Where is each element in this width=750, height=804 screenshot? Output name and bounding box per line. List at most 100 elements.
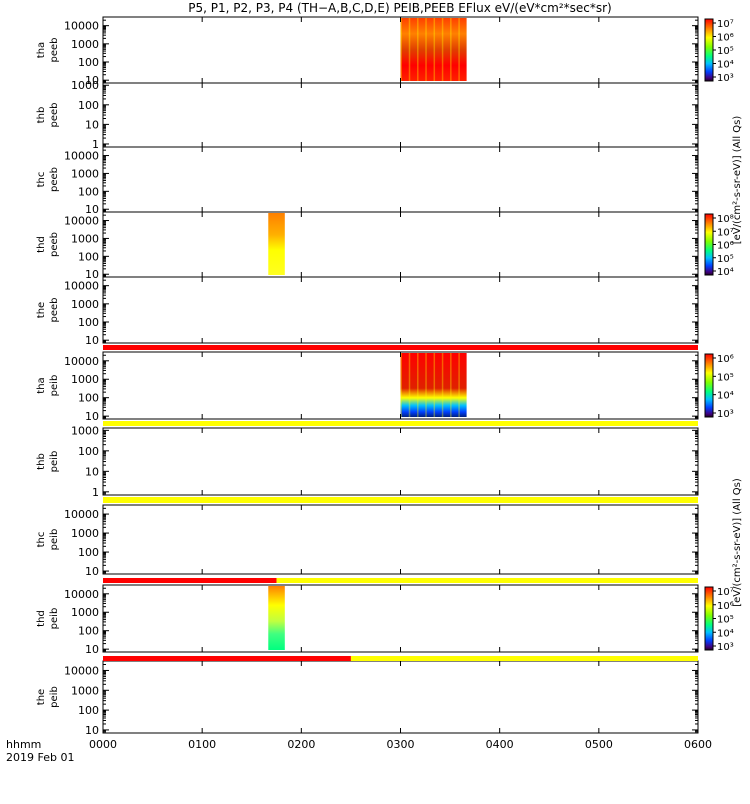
spectrogram-stripe [441, 353, 444, 417]
colorbar-tick-label: 10⁷ [717, 227, 734, 238]
y-tick-label: 10 [85, 74, 99, 87]
y-tick-label: 1000 [71, 424, 99, 437]
y-tick-label: 1000 [71, 167, 99, 180]
spectrogram-stripe [425, 353, 427, 417]
spectrogram-block [400, 18, 467, 81]
y-tick-label: 100 [78, 316, 99, 329]
x-tick-label: 0300 [387, 738, 415, 751]
spectrogram-stripe [458, 18, 460, 81]
y-tick-label: 100 [78, 704, 99, 717]
y-tick-label: 10 [85, 268, 99, 281]
colorbar-tick-label: 10³ [717, 73, 734, 84]
y-tick-label: 10 [85, 724, 99, 737]
spectrogram-stripe [400, 353, 402, 417]
y-tick-label: 10 [85, 643, 99, 656]
panel-dataset-label: peeb [49, 38, 60, 63]
x-tick-label: 0100 [188, 738, 216, 751]
panel-frame [102, 276, 699, 344]
spectrogram-block [400, 353, 467, 417]
panel-dataset-label: peib [49, 608, 60, 630]
panel-probe-label: tha [36, 42, 47, 58]
colorbar-tick-label: 10³ [717, 642, 734, 653]
y-tick-label: 100 [78, 185, 99, 198]
colorbar-tick-label: 10⁴ [717, 60, 734, 71]
y-tick-label: 1000 [71, 684, 99, 697]
colorbar [704, 353, 714, 418]
status-bar [103, 421, 698, 426]
spectrogram-stripe [433, 18, 436, 81]
y-tick-label: 1000 [71, 373, 99, 386]
colorbar-tick-label: 10⁴ [717, 391, 734, 402]
y-tick-label: 10000 [64, 20, 99, 33]
panel-dataset-label: peib [49, 375, 60, 397]
spectrogram-stripe [400, 18, 402, 81]
spectrogram-stripe [417, 18, 419, 81]
panel-probe-label: thc [36, 532, 47, 548]
colorbar [704, 586, 714, 651]
colorbar [704, 213, 714, 276]
x-tick-label: 0400 [486, 738, 514, 751]
panel-dataset-label: peeb [49, 232, 60, 257]
colorbar-tick-label: 10⁷ [717, 19, 734, 30]
y-tick-label: 100 [78, 250, 99, 263]
panel-tha-peib: 10 100 1000 10000 tha peib 10³ 10⁴ 10⁵ 10⁶ [36, 351, 734, 423]
status-bar [103, 345, 698, 350]
y-tick-label: 1 [92, 138, 99, 151]
y-tick-label: 1000 [71, 232, 99, 245]
spectrogram-stripe [458, 353, 460, 417]
panel-thc-peib: 10 100 1000 10000 thc peib [36, 504, 699, 578]
panel-thd-peib: 10 100 1000 10000 thd peib 10³ 10⁴ 10⁵ 10⁶ 10⁷ [36, 584, 734, 656]
status-segment [350, 656, 698, 661]
y-tick-label: 10000 [64, 588, 99, 601]
x-tick-label: 0200 [287, 738, 315, 751]
colorbar-tick-label: 10⁷ [717, 587, 734, 598]
panel-probe-label: thb [36, 453, 47, 470]
panel-probe-label: thd [36, 236, 47, 253]
y-tick-label: 10000 [64, 355, 99, 368]
chart-title: P5, P1, P2, P3, P4 (TH−A,B,C,D,E) PEIB,P… [188, 1, 611, 15]
spectrogram-block [268, 586, 285, 650]
y-tick-label: 10 [85, 334, 99, 347]
panel-thd-peeb: 10 100 1000 10000 thd peeb 10⁴ 10⁵ 10⁶ 10⁷ 10⁸ [36, 211, 734, 281]
spectrogram-block [268, 213, 285, 275]
colorbar-tick-label: 10⁵ [717, 254, 734, 265]
panel-dataset-label: peeb [49, 167, 60, 192]
panel-frame [102, 584, 699, 653]
panel-thb-peeb: 1 10 100 1000 thb peeb [36, 79, 699, 151]
y-tick-label: 1000 [71, 298, 99, 311]
panel-dataset-label: peeb [49, 298, 60, 323]
colorbar-tick-label: 10⁶ [717, 241, 734, 252]
y-tick-label: 10 [85, 465, 99, 478]
colorbar-tick-label: 10⁶ [717, 33, 734, 44]
spectrogram-stripe [450, 353, 452, 417]
x-tick-label: 0500 [585, 738, 613, 751]
status-segment [103, 497, 698, 503]
y-tick-label: 10000 [64, 215, 99, 228]
panel-the-peeb: 10 100 1000 10000 the peeb [36, 276, 699, 347]
spectrogram-stripe [425, 18, 427, 81]
panel-dataset-label: peib [49, 451, 60, 473]
panel-frame [102, 211, 699, 278]
status-segment [103, 345, 698, 350]
y-tick-label: 1 [92, 486, 99, 499]
y-tick-label: 1000 [71, 38, 99, 51]
colorbar-tick-label: 10⁴ [717, 628, 734, 639]
y-tick-label: 10000 [64, 150, 99, 163]
colorbar-tick-label: 10⁴ [717, 267, 734, 278]
spectrogram-stripe [450, 18, 452, 81]
panel-dataset-label: peeb [49, 103, 60, 128]
panel-probe-label: the [36, 689, 47, 705]
colorbar-label: [eV/(cm²-s-sr-eV)] (All Qs) [732, 116, 743, 245]
panel-frame [102, 82, 699, 148]
status-segment [103, 421, 698, 426]
y-tick-label: 10 [85, 118, 99, 131]
colorbar-label: [eV/(cm²-s-sr-eV)] (All Qs) [732, 478, 743, 607]
status-segment [276, 578, 698, 583]
panel-the-peib: 10 100 1000 10000 the peib [36, 660, 699, 737]
y-tick-label: 1000 [71, 527, 99, 540]
y-tick-label: 10 [85, 565, 99, 578]
y-tick-label: 10000 [64, 664, 99, 677]
y-tick-label: 100 [78, 445, 99, 458]
spectrogram-stripe [433, 353, 436, 417]
status-bar [103, 497, 698, 503]
